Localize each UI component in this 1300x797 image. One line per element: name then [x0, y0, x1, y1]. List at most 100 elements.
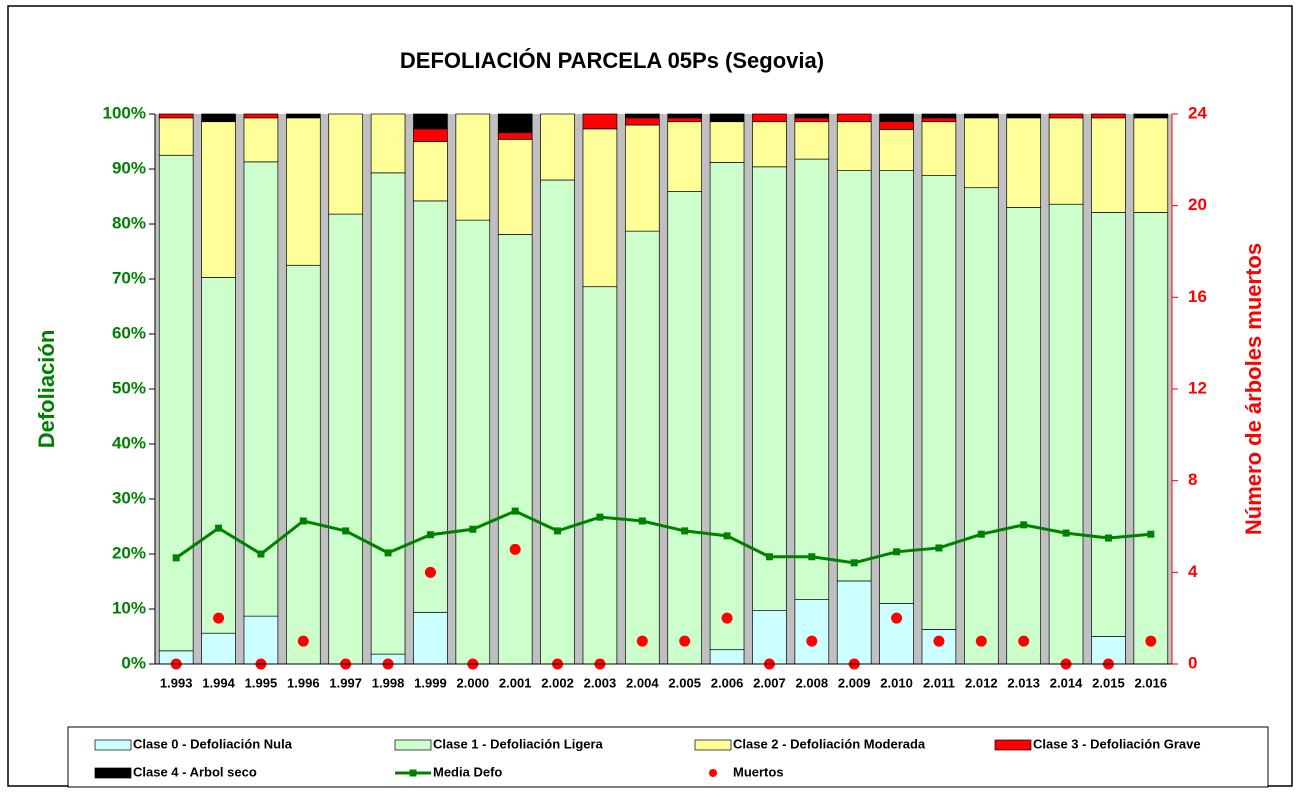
y-tick-label: 50%: [112, 378, 146, 397]
bar-segment: [1091, 212, 1126, 637]
bar-segment: [413, 611, 448, 665]
bar-segment: [921, 175, 957, 630]
x-tick-label: 2.012: [965, 675, 998, 690]
line-marker: [511, 507, 519, 515]
bar-segment: [794, 158, 830, 600]
y-tick-label: 60%: [112, 323, 146, 342]
y-tick-label: 30%: [112, 488, 146, 507]
plot-area: [155, 114, 1172, 664]
line-marker: [554, 527, 562, 535]
dot: [679, 635, 691, 647]
bar-segment: [328, 113, 363, 215]
y2-tick-label: 16: [1188, 287, 1207, 306]
line-marker: [808, 553, 816, 561]
bar-segment: [1006, 207, 1041, 665]
bar-segment: [286, 117, 321, 266]
y2-tick-label: 8: [1188, 470, 1197, 489]
bar-segment: [497, 132, 533, 140]
bar-segment: [158, 113, 194, 119]
line-marker: [681, 527, 689, 535]
line-marker: [935, 544, 943, 552]
dot: [1018, 635, 1030, 647]
x-tick-label: 2.004: [626, 675, 659, 690]
bar-segment: [286, 264, 321, 665]
bar-segment: [709, 113, 745, 123]
bar-segment: [158, 154, 194, 652]
x-tick-label: 2.009: [838, 675, 871, 690]
y2-tick-label: 0: [1188, 653, 1197, 672]
x-tick-label: 1.997: [329, 675, 362, 690]
line-marker: [172, 554, 180, 562]
bar-segment: [921, 628, 957, 665]
line-marker: [638, 517, 646, 525]
bar-segment: [879, 129, 914, 171]
x-tick-label: 2.014: [1050, 675, 1083, 690]
bar-segment: [540, 113, 575, 181]
bar-segment: [455, 219, 491, 665]
y2-tick-label: 24: [1188, 103, 1207, 122]
bar-segment: [243, 117, 279, 163]
legend-marker: [709, 769, 717, 777]
line-marker: [850, 559, 858, 567]
y-axis-title: Defoliación: [34, 330, 59, 449]
x-tick-label: 2.001: [499, 675, 532, 690]
x-tick-label: 2.015: [1092, 675, 1125, 690]
bar-segment: [879, 113, 914, 123]
bar-segment: [497, 138, 533, 235]
bar-segment: [370, 113, 406, 174]
line-series: [175, 509, 1151, 565]
bar-segment: [201, 121, 236, 278]
bar-segment: [413, 128, 448, 142]
bar-segment: [1006, 117, 1041, 208]
bar-segment: [1048, 203, 1084, 665]
legend-label: Clase 0 - Defoliación Nula: [133, 736, 293, 751]
dot: [1145, 635, 1157, 647]
dot: [891, 612, 903, 624]
y-tick-label: 80%: [112, 213, 146, 232]
bar-segment: [964, 117, 999, 189]
line-marker: [1020, 521, 1028, 529]
legend-label: Muertos: [733, 764, 784, 779]
bar-segment: [794, 599, 830, 665]
y-tick-label: 20%: [112, 543, 146, 562]
bar-segment: [582, 286, 618, 665]
bar-segment: [1133, 212, 1169, 665]
bar-segment: [540, 179, 575, 665]
legend-label: Clase 2 - Defoliación Moderada: [733, 736, 926, 751]
x-tick-label: 1.993: [160, 675, 193, 690]
line-marker: [765, 553, 773, 561]
bar-segment: [1048, 113, 1084, 119]
x-tick-label: 1.995: [245, 675, 278, 690]
dot: [297, 635, 309, 647]
y-tick-label: 90%: [112, 158, 146, 177]
bar-segment: [328, 213, 363, 665]
legend-box: [67, 726, 1269, 788]
bar-segment: [413, 113, 448, 130]
line-marker: [893, 548, 901, 556]
dot: [424, 566, 436, 578]
x-tick-label: 2.010: [880, 675, 913, 690]
bar-segment: [625, 117, 660, 126]
x-tick-label: 1.994: [202, 675, 235, 690]
bar-segment: [201, 113, 236, 123]
dot: [721, 612, 733, 624]
bar-segment: [625, 230, 660, 665]
legend-swatch: [994, 739, 1032, 751]
line-marker: [299, 517, 307, 525]
bar-segment: [158, 117, 194, 156]
bar-segment: [582, 113, 618, 130]
bar-segment: [243, 161, 279, 617]
chart-title: DEFOLIACIÓN PARCELA 05Ps (Segovia): [400, 48, 824, 73]
x-tick-label: 2.011: [923, 675, 955, 690]
bar-segment: [1133, 117, 1169, 213]
x-tick-label: 2.016: [1135, 675, 1168, 690]
bar-segment: [497, 234, 533, 665]
x-tick-label: 2.013: [1007, 675, 1040, 690]
line-marker: [426, 531, 434, 539]
bar-segment: [413, 141, 448, 202]
x-tick-label: 2.002: [541, 675, 574, 690]
y-tick-label: 100%: [103, 103, 146, 122]
y-tick-label: 40%: [112, 433, 146, 452]
legend-label: Media Defo: [433, 764, 502, 779]
dot: [509, 543, 521, 555]
